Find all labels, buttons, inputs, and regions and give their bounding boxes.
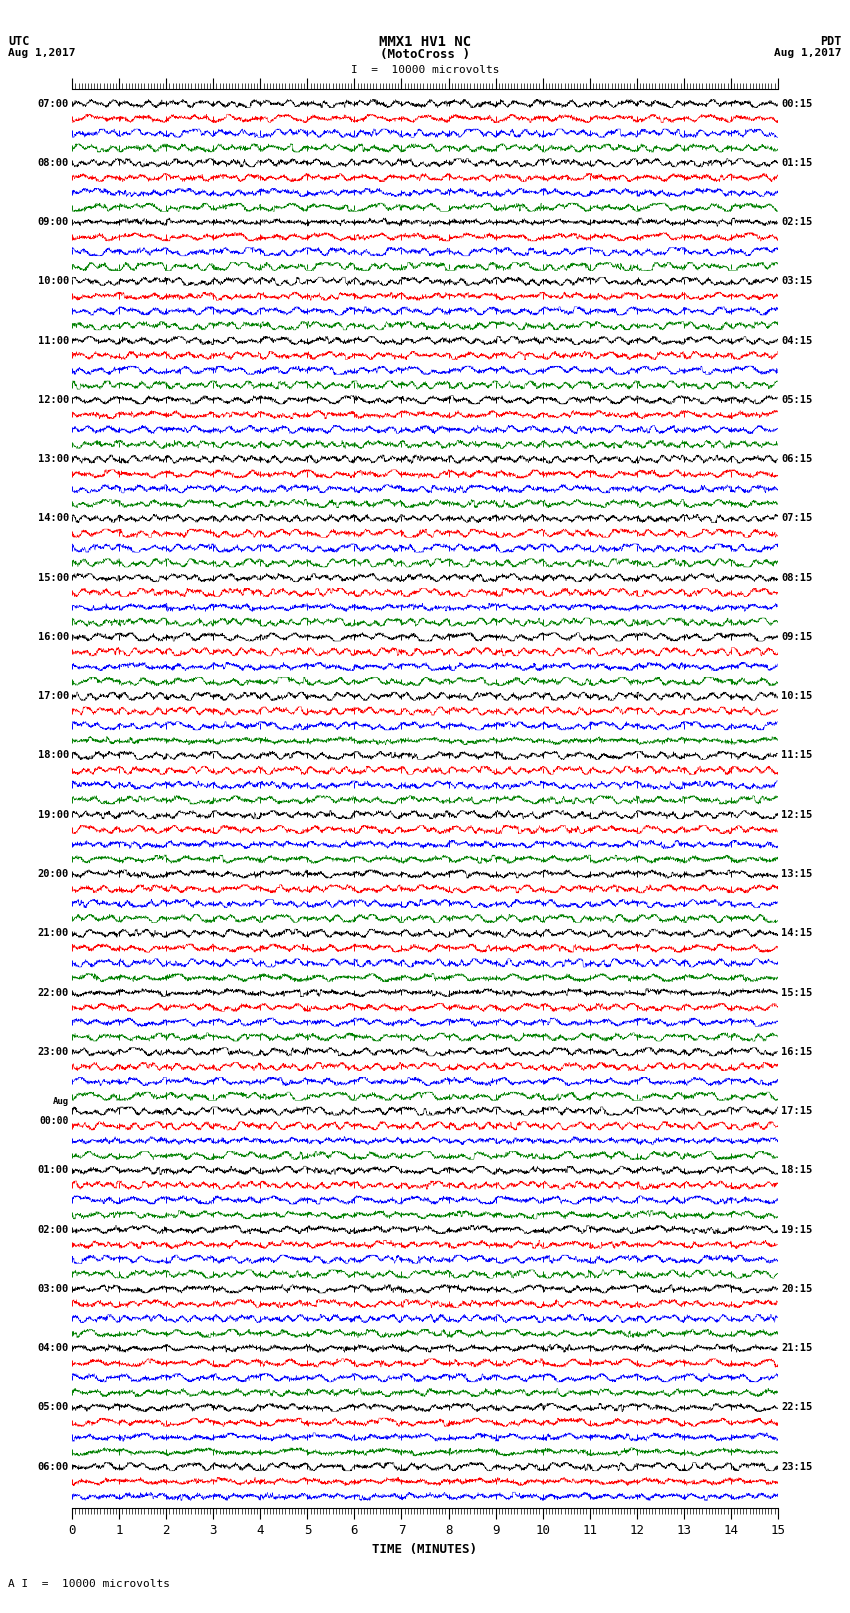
Text: Aug: Aug bbox=[53, 1097, 69, 1107]
Text: 05:15: 05:15 bbox=[781, 395, 813, 405]
Text: 08:15: 08:15 bbox=[781, 573, 813, 582]
Text: 18:00: 18:00 bbox=[37, 750, 69, 760]
Text: 16:15: 16:15 bbox=[781, 1047, 813, 1057]
Text: 03:00: 03:00 bbox=[37, 1284, 69, 1294]
Text: Aug 1,2017: Aug 1,2017 bbox=[774, 48, 842, 58]
Text: Aug 1,2017: Aug 1,2017 bbox=[8, 48, 76, 58]
Text: 15:15: 15:15 bbox=[781, 987, 813, 997]
Text: 07:15: 07:15 bbox=[781, 513, 813, 523]
Text: 18:15: 18:15 bbox=[781, 1165, 813, 1176]
Text: 17:00: 17:00 bbox=[37, 692, 69, 702]
Text: 10:15: 10:15 bbox=[781, 692, 813, 702]
Text: 22:00: 22:00 bbox=[37, 987, 69, 997]
Text: UTC: UTC bbox=[8, 35, 30, 48]
Text: 17:15: 17:15 bbox=[781, 1107, 813, 1116]
Text: 15:00: 15:00 bbox=[37, 573, 69, 582]
Text: 23:15: 23:15 bbox=[781, 1461, 813, 1471]
Text: 19:00: 19:00 bbox=[37, 810, 69, 819]
Text: (MotoCross ): (MotoCross ) bbox=[380, 48, 470, 61]
Text: I  =  10000 microvolts: I = 10000 microvolts bbox=[351, 65, 499, 74]
Text: A I  =  10000 microvolts: A I = 10000 microvolts bbox=[8, 1579, 171, 1589]
Text: 12:00: 12:00 bbox=[37, 395, 69, 405]
Text: 05:00: 05:00 bbox=[37, 1402, 69, 1413]
Text: 00:15: 00:15 bbox=[781, 98, 813, 108]
Text: 21:00: 21:00 bbox=[37, 927, 69, 939]
Text: 20:15: 20:15 bbox=[781, 1284, 813, 1294]
Text: 06:15: 06:15 bbox=[781, 455, 813, 465]
Text: MMX1 HV1 NC: MMX1 HV1 NC bbox=[379, 35, 471, 50]
Text: 04:00: 04:00 bbox=[37, 1344, 69, 1353]
Text: 14:00: 14:00 bbox=[37, 513, 69, 523]
Text: 14:15: 14:15 bbox=[781, 927, 813, 939]
Text: 02:00: 02:00 bbox=[37, 1224, 69, 1234]
Text: 19:15: 19:15 bbox=[781, 1224, 813, 1234]
Text: 06:00: 06:00 bbox=[37, 1461, 69, 1471]
Text: 16:00: 16:00 bbox=[37, 632, 69, 642]
Text: 11:00: 11:00 bbox=[37, 336, 69, 345]
Text: 20:00: 20:00 bbox=[37, 869, 69, 879]
Text: 07:00: 07:00 bbox=[37, 98, 69, 108]
Text: 13:15: 13:15 bbox=[781, 869, 813, 879]
X-axis label: TIME (MINUTES): TIME (MINUTES) bbox=[372, 1542, 478, 1555]
Text: 08:00: 08:00 bbox=[37, 158, 69, 168]
Text: 13:00: 13:00 bbox=[37, 455, 69, 465]
Text: 23:00: 23:00 bbox=[37, 1047, 69, 1057]
Text: 03:15: 03:15 bbox=[781, 276, 813, 287]
Text: 01:00: 01:00 bbox=[37, 1165, 69, 1176]
Text: 02:15: 02:15 bbox=[781, 218, 813, 227]
Text: 22:15: 22:15 bbox=[781, 1402, 813, 1413]
Text: 01:15: 01:15 bbox=[781, 158, 813, 168]
Text: 09:15: 09:15 bbox=[781, 632, 813, 642]
Text: 11:15: 11:15 bbox=[781, 750, 813, 760]
Text: 00:00: 00:00 bbox=[39, 1116, 69, 1126]
Text: 21:15: 21:15 bbox=[781, 1344, 813, 1353]
Text: 12:15: 12:15 bbox=[781, 810, 813, 819]
Text: PDT: PDT bbox=[820, 35, 842, 48]
Text: 09:00: 09:00 bbox=[37, 218, 69, 227]
Text: 04:15: 04:15 bbox=[781, 336, 813, 345]
Text: 10:00: 10:00 bbox=[37, 276, 69, 287]
